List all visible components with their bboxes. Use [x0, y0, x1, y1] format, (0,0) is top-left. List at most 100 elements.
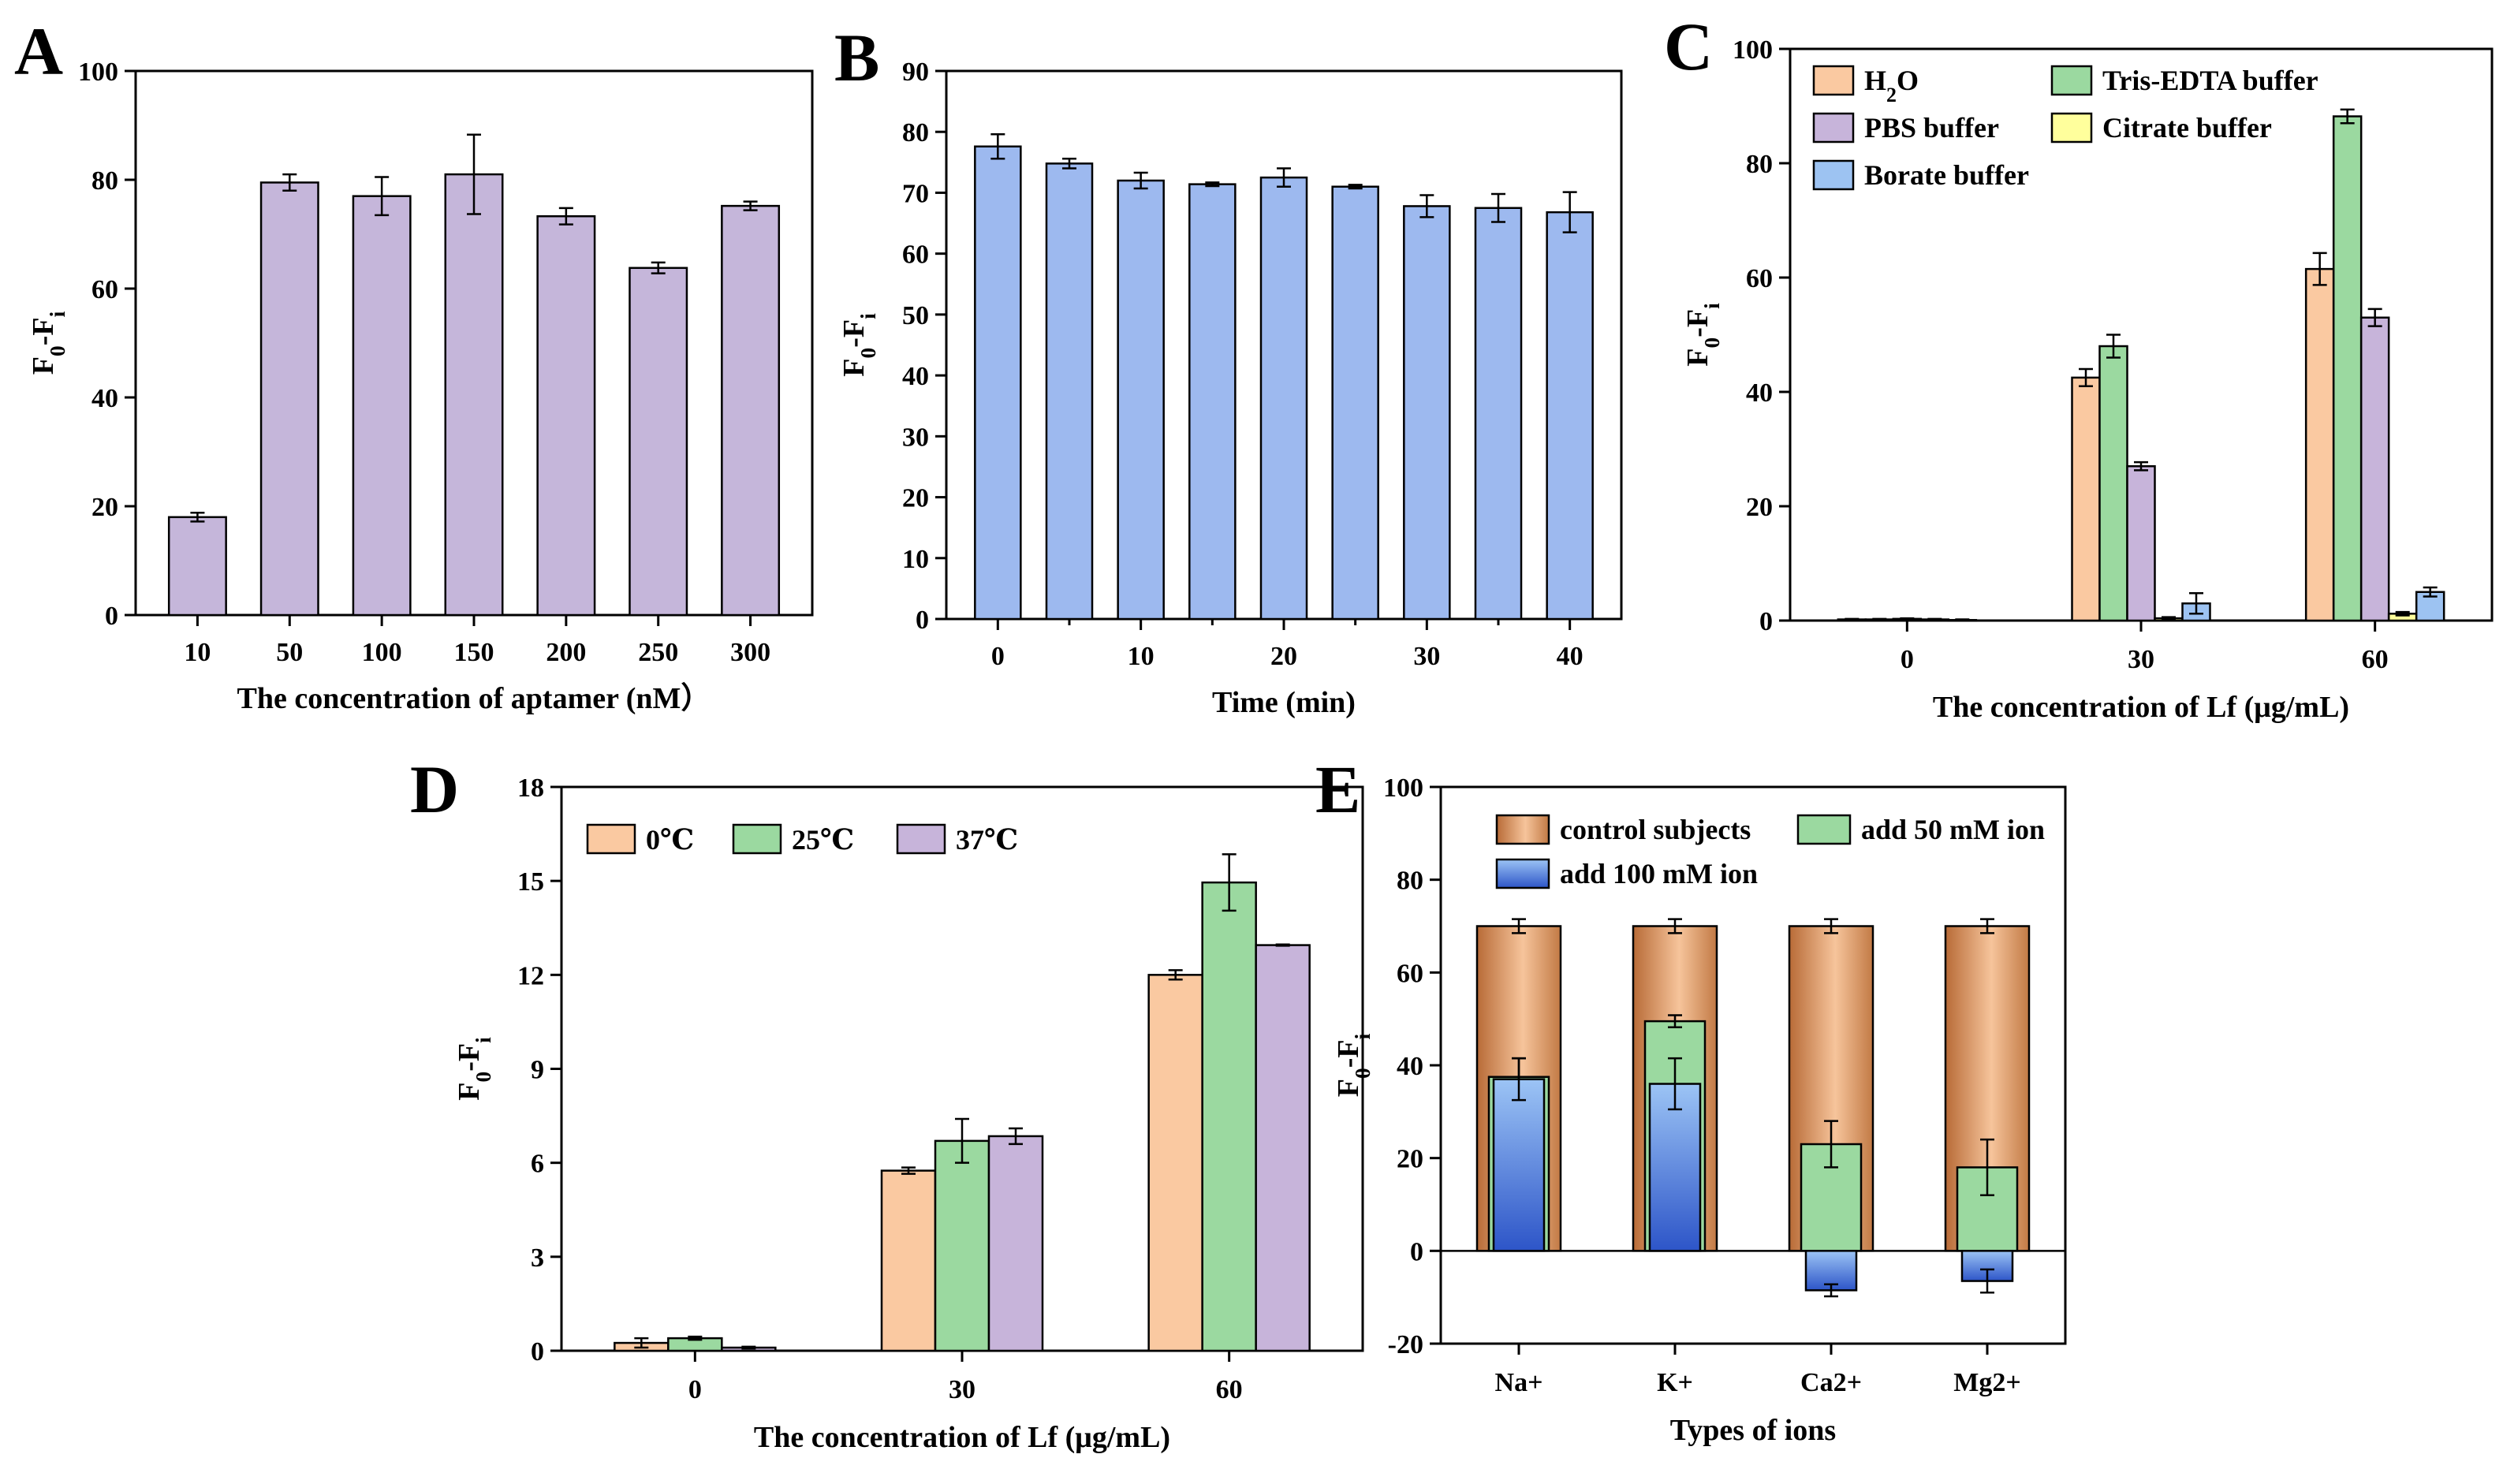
y-tick-label-A: 0 — [105, 602, 118, 631]
y-tick-label-A: 60 — [91, 275, 118, 304]
bar-C-60-1 — [2332, 115, 2363, 622]
x-tick-label-A: 50 — [276, 638, 303, 667]
bar-A-10 — [167, 516, 227, 617]
panel-D: D 0 3 6 9 12 15 18 F0-Fi 0 30 60 The concentration o… — [410, 751, 1364, 1454]
panel-label-A: A — [14, 13, 63, 89]
panel-label-C: C — [1664, 9, 1713, 84]
bar-B-15 — [1188, 183, 1237, 621]
y-tick-label-B: 0 — [916, 606, 929, 635]
x-tick-label-E: Na+ — [1495, 1368, 1543, 1397]
bar-B-35 — [1474, 207, 1523, 621]
legend-swatch-C — [1812, 65, 1855, 96]
legend-swatch-C — [2050, 65, 2093, 96]
bar-B-40 — [1546, 211, 1594, 621]
bar-D-30-2 — [987, 1135, 1044, 1352]
legend-swatch-E — [1796, 814, 1852, 845]
x-axis-label-A: The concentration of aptamer (nM） — [237, 682, 711, 715]
y-tick-label-B: 50 — [902, 301, 929, 330]
bar-C-30-2 — [2126, 465, 2156, 622]
bar-E-Na+-2 — [1492, 1078, 1546, 1252]
legend-swatch-D — [732, 823, 782, 855]
x-tick-label-C: 60 — [2362, 645, 2389, 674]
legend-label-E: add 50 mM ion — [1861, 814, 2045, 845]
legend-label-C: PBS buffer — [1864, 112, 1999, 144]
y-tick-label-C: 40 — [1746, 378, 1773, 408]
bar-A-250 — [629, 267, 688, 617]
x-tick-label-B: 40 — [1557, 642, 1583, 671]
y-tick-label-B: 20 — [902, 484, 929, 513]
y-tick-label-B: 30 — [902, 423, 929, 452]
bar-B-10 — [1117, 179, 1165, 621]
y-tick-label-D: 9 — [531, 1056, 544, 1085]
legend-label-C: H2O — [1864, 65, 1919, 106]
panel-C: C 0 20 40 60 80 100 F0-Fi 0 30 60 The concentration… — [1664, 9, 2494, 724]
legend-label-E: control subjects — [1560, 814, 1751, 845]
y-tick-label-D: 15 — [517, 867, 544, 897]
y-tick-label-E: 0 — [1410, 1237, 1423, 1266]
bar-A-300 — [721, 204, 781, 617]
legend-swatch-E — [1495, 814, 1550, 845]
bar-A-200 — [536, 214, 596, 617]
panel-E: E -20 0 20 40 60 80 100 F0-Fi Na+ K+ Ca2+ Mg2+ Types … — [1315, 751, 2067, 1447]
x-tick-label-C: 0 — [1901, 645, 1914, 674]
x-tick-label-A: 10 — [184, 638, 211, 667]
panel-label-B: B — [834, 20, 879, 95]
legend-swatch-D — [586, 823, 636, 855]
x-tick-label-B: 0 — [991, 642, 1005, 671]
bar-A-150 — [444, 173, 504, 617]
bar-D-30-0 — [880, 1169, 937, 1352]
y-tick-label-D: 18 — [517, 774, 544, 803]
y-tick-label-E: 80 — [1397, 867, 1423, 896]
bar-B-20 — [1259, 176, 1308, 621]
panel-label-E: E — [1315, 751, 1360, 827]
y-tick-label-B: 10 — [902, 545, 929, 574]
y-axis-label-B: F0-Fi — [837, 313, 880, 377]
x-tick-label-B: 20 — [1270, 642, 1297, 671]
legend-swatch-C — [2050, 112, 2093, 144]
y-tick-label-E: 100 — [1383, 774, 1423, 803]
x-tick-label-D: 30 — [949, 1375, 975, 1404]
y-tick-label-B: 90 — [902, 58, 929, 87]
y-tick-label-C: 20 — [1746, 493, 1773, 522]
y-tick-label-B: 70 — [902, 179, 929, 208]
y-tick-label-D: 0 — [531, 1337, 544, 1367]
y-axis-label-A: F0-Fi — [27, 311, 69, 375]
legend-label-D: 25℃ — [792, 824, 854, 856]
y-tick-label-C: 100 — [1733, 35, 1773, 65]
y-tick-label-B: 80 — [902, 118, 929, 147]
bar-A-100 — [352, 195, 412, 617]
bar-E-K+-2 — [1648, 1083, 1702, 1252]
y-tick-label-E: 20 — [1397, 1145, 1423, 1174]
y-tick-label-A: 100 — [78, 58, 118, 87]
y-tick-label-E: 60 — [1397, 959, 1423, 988]
x-tick-label-D: 60 — [1216, 1375, 1243, 1404]
y-tick-label-C: 80 — [1746, 150, 1773, 179]
x-axis-label-B: Time (min) — [1212, 686, 1356, 719]
y-tick-label-A: 20 — [91, 493, 118, 522]
x-axis-label-C: The concentration of Lf (μg/mL) — [1933, 691, 2349, 724]
y-axis-label-E: F0-Fi — [1332, 1033, 1375, 1097]
panel-label-D: D — [410, 751, 459, 827]
y-tick-label-C: 0 — [1759, 607, 1773, 636]
x-tick-label-E: Ca2+ — [1800, 1368, 1862, 1397]
y-tick-label-E: -20 — [1388, 1330, 1423, 1359]
x-tick-label-B: 10 — [1128, 642, 1155, 671]
bar-D-60-0 — [1147, 974, 1203, 1352]
legend-label-D: 0℃ — [646, 824, 694, 856]
legend-label-C: Citrate buffer — [2102, 112, 2272, 144]
x-tick-label-D: 0 — [688, 1375, 702, 1404]
bar-C-60-0 — [2304, 267, 2335, 622]
y-tick-label-C: 60 — [1746, 264, 1773, 293]
y-tick-label-D: 6 — [531, 1150, 544, 1179]
bar-B-30 — [1403, 205, 1451, 621]
y-tick-label-D: 12 — [517, 961, 544, 990]
legend-label-E: add 100 mM ion — [1560, 858, 1758, 889]
legend-label-C: Tris-EDTA buffer — [2102, 65, 2318, 96]
x-tick-label-A: 250 — [638, 638, 678, 667]
bar-A-50 — [259, 181, 319, 617]
x-tick-label-A: 150 — [454, 638, 494, 667]
legend-swatch-E — [1495, 858, 1550, 889]
y-axis-label-D: F0-Fi — [453, 1037, 495, 1101]
x-tick-label-A: 300 — [730, 638, 770, 667]
panel-A: A 0 20 40 60 80 100 F0-Fi 10 50 100 150 200 250 300 The… — [14, 13, 814, 715]
